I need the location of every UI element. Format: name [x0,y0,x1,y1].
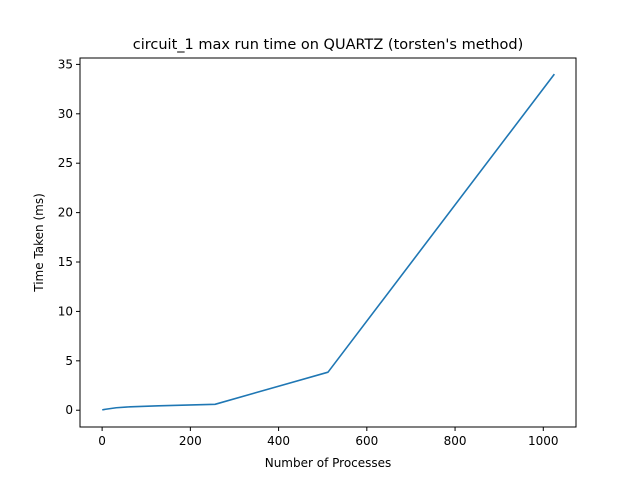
x-axis: 0 200 400 600 800 1000 [98,427,559,448]
y-tick-label: 35 [58,57,73,71]
y-tick-label: 25 [58,156,73,170]
x-tick-label: 400 [267,434,290,448]
x-tick-label: 200 [179,434,202,448]
x-axis-label: Number of Processes [265,456,392,470]
x-tick-label: 0 [98,434,106,448]
x-tick-label: 1000 [528,434,559,448]
x-tick-label: 800 [444,434,467,448]
y-axis: 0 5 10 15 20 25 30 35 [58,57,80,417]
y-tick-label: 0 [65,403,73,417]
y-tick-label: 20 [58,206,73,220]
plot-area [102,73,556,411]
y-tick-label: 15 [58,255,73,269]
y-tick-label: 30 [58,107,73,121]
series-line [102,73,556,411]
y-tick-label: 5 [65,354,73,368]
plot-frame [79,57,577,428]
y-axis-label: Time Taken (ms) [32,193,46,293]
chart-title: circuit_1 max run time on QUARTZ (torste… [133,37,524,53]
y-tick-label: 10 [58,304,73,318]
x-tick-label: 600 [355,434,378,448]
